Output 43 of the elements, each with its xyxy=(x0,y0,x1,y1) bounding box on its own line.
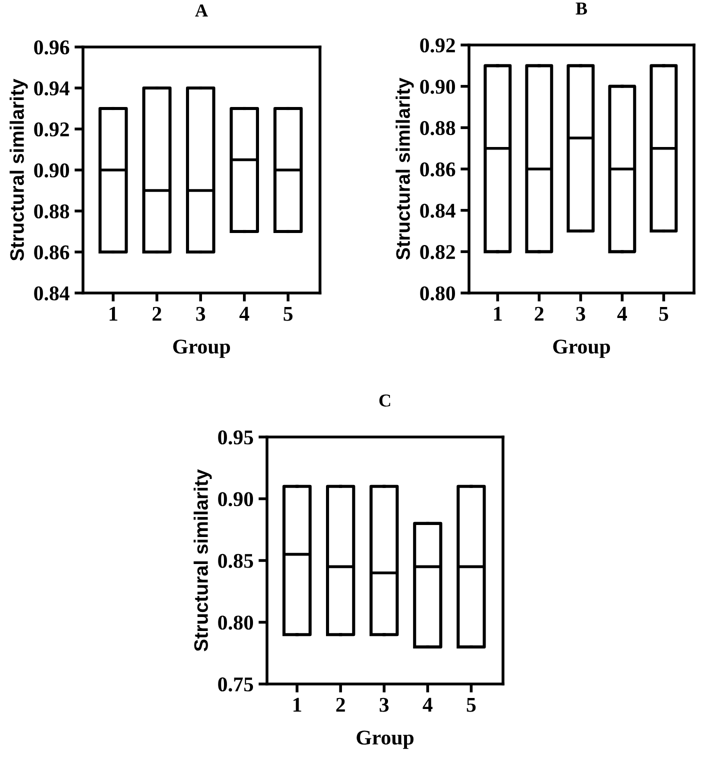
x-axis-title: Group xyxy=(173,340,230,358)
x-tick-label: 5 xyxy=(284,307,293,321)
chart-title: C xyxy=(379,394,390,407)
y-tick-label: 0.90 xyxy=(420,80,456,94)
y-tick-label: 0.95 xyxy=(218,430,254,445)
y-tick-label: 0.86 xyxy=(420,162,456,177)
x-tick-label: 3 xyxy=(196,306,206,321)
y-tick-label: 0.80 xyxy=(420,286,456,301)
x-tick-label: 1 xyxy=(110,306,118,321)
x-tick-label: 1 xyxy=(294,698,302,712)
y-tick-label: 0.86 xyxy=(34,245,70,260)
y-tick-label: 0.96 xyxy=(34,40,70,55)
x-tick-label: 5 xyxy=(659,307,668,321)
x-tick-label: 4 xyxy=(422,698,432,712)
y-tick-label: 0.82 xyxy=(420,245,455,260)
chart-title: B xyxy=(576,2,588,14)
y-tick-label: 0.90 xyxy=(34,163,70,178)
x-tick-label: 3 xyxy=(380,698,389,712)
x-tick-label: 2 xyxy=(534,306,544,321)
x-tick-label: 2 xyxy=(152,306,162,321)
x-tick-label: 1 xyxy=(494,306,502,321)
y-axis-title: Structural similarity xyxy=(194,469,212,652)
y-tick-label: 0.84 xyxy=(420,204,456,218)
x-tick-label: 3 xyxy=(576,306,586,321)
y-tick-label: 0.75 xyxy=(218,677,254,692)
y-tick-label: 0.92 xyxy=(34,122,69,137)
y-tick-label: 0.94 xyxy=(34,81,70,96)
chart-title: A xyxy=(195,4,208,16)
y-axis-title: Structural similarity xyxy=(10,78,28,261)
x-tick-label: 4 xyxy=(239,306,250,321)
y-tick-label: 0.84 xyxy=(34,286,70,301)
y-tick-label: 0.80 xyxy=(218,616,254,630)
x-tick-label: 4 xyxy=(617,306,628,321)
x-tick-label: 2 xyxy=(336,698,345,712)
y-tick-label: 0.85 xyxy=(218,554,254,568)
x-axis-title: Group xyxy=(356,730,414,749)
y-tick-label: 0.88 xyxy=(420,121,456,136)
x-tick-label: 5 xyxy=(466,698,476,712)
y-axis-title: Structural similarity xyxy=(396,78,414,260)
y-tick-label: 0.88 xyxy=(34,204,70,219)
y-tick-label: 0.92 xyxy=(420,38,455,53)
x-axis-title: Group xyxy=(553,340,610,358)
y-tick-label: 0.90 xyxy=(218,492,254,506)
